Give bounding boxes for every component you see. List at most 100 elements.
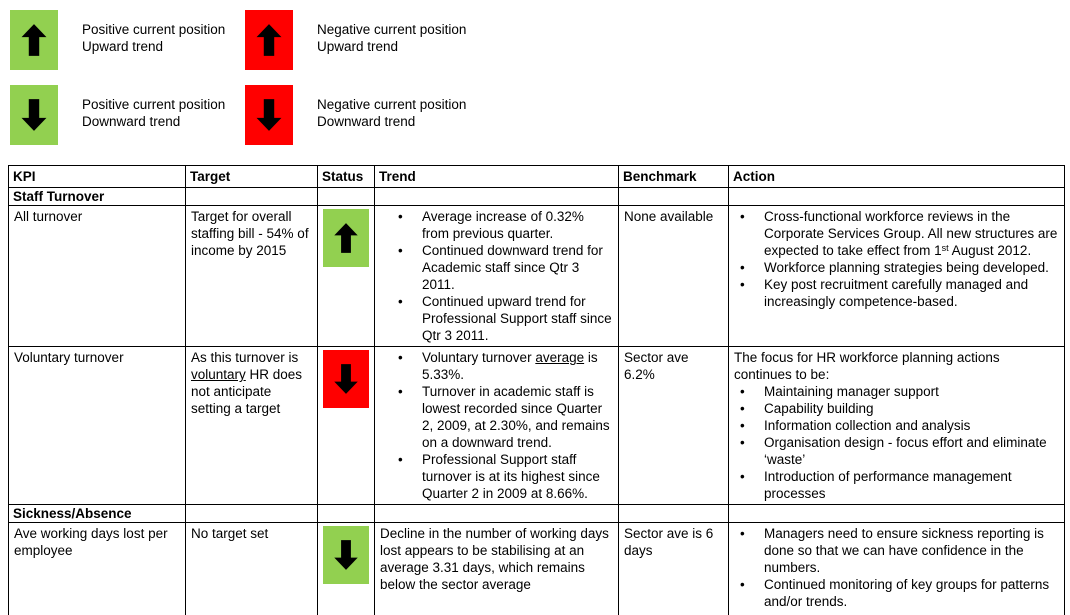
status-cell bbox=[317, 522, 375, 615]
list-item: Average increase of 0.32% from previous … bbox=[398, 208, 613, 242]
bullet-icon bbox=[740, 468, 764, 485]
up-arrow-icon bbox=[334, 223, 358, 253]
action-text: Maintaining manager support bbox=[764, 384, 939, 399]
action-cell: Managers need to ensure sickness reporti… bbox=[728, 522, 1065, 615]
text-part: As this turnover is bbox=[191, 350, 299, 365]
bullet-icon bbox=[740, 400, 764, 417]
bullet-icon bbox=[398, 383, 422, 400]
down-arrow-icon bbox=[256, 99, 282, 131]
list-item: Professional Support staff turnover is a… bbox=[398, 451, 613, 502]
list-item: Turnover in academic staff is lowest rec… bbox=[398, 383, 613, 451]
action-text: Workforce planning strategies being deve… bbox=[764, 260, 1049, 275]
legend-label: Negative current position Upward trend bbox=[317, 10, 466, 55]
table-row-working-days: Ave working days lost per employee No ta… bbox=[8, 522, 1065, 615]
legend-line2: Upward trend bbox=[317, 39, 399, 54]
trend-text: Continued upward trend for Professional … bbox=[422, 294, 612, 343]
target-cell: As this turnover is voluntary HR does no… bbox=[185, 346, 318, 505]
list-item: Continued downward trend for Academic st… bbox=[398, 242, 613, 293]
underlined-text: voluntary bbox=[191, 367, 246, 382]
down-arrow-icon bbox=[21, 99, 47, 131]
action-text: Key post recruitment carefully managed a… bbox=[764, 277, 1029, 309]
text-part: HR does not anticipate setting a target bbox=[191, 367, 303, 416]
status-down-green-icon bbox=[323, 526, 369, 584]
action-text: Managers need to ensure sickness reporti… bbox=[764, 526, 1044, 575]
list-item: Information collection and analysis bbox=[740, 417, 1059, 434]
empty-cell bbox=[618, 187, 729, 206]
legend-line2: Upward trend bbox=[82, 39, 164, 54]
red-box bbox=[245, 10, 293, 70]
action-text: Introduction of performance management p… bbox=[764, 469, 1012, 501]
legend-label: Positive current position Upward trend bbox=[82, 10, 225, 55]
list-item: Managers need to ensure sickness reporti… bbox=[740, 525, 1059, 576]
down-arrow-icon bbox=[334, 364, 358, 394]
bullet-icon bbox=[740, 259, 764, 276]
bullet-icon bbox=[398, 451, 422, 468]
empty-cell bbox=[374, 504, 619, 523]
action-text: Capability building bbox=[764, 401, 874, 416]
table-row-voluntary-turnover: Voluntary turnover As this turnover is v… bbox=[8, 346, 1065, 505]
superscript-text: st bbox=[941, 243, 949, 253]
column-header-kpi: KPI bbox=[8, 165, 186, 188]
column-header-status: Status bbox=[317, 165, 375, 188]
action-cell: The focus for HR workforce planning acti… bbox=[728, 346, 1065, 505]
legend-item-negative-downward: Negative current position Downward trend bbox=[245, 85, 466, 145]
text-part: Cross-functional workforce reviews in th… bbox=[764, 209, 1058, 258]
list-item: Continued upward trend for Professional … bbox=[398, 293, 613, 344]
bullet-icon bbox=[398, 293, 422, 310]
section-title: Staff Turnover bbox=[8, 187, 186, 206]
trend-cell: Decline in the number of working days lo… bbox=[374, 522, 619, 615]
empty-cell bbox=[728, 187, 1065, 206]
list-item: Continued monitoring of key groups for p… bbox=[740, 576, 1059, 610]
empty-cell bbox=[317, 504, 375, 523]
legend-line1: Negative current position bbox=[317, 22, 467, 37]
legend-line1: Positive current position bbox=[82, 22, 226, 37]
target-cell: No target set bbox=[185, 522, 318, 615]
legend-line1: Positive current position bbox=[82, 97, 226, 112]
red-box bbox=[245, 85, 293, 145]
status-cell bbox=[317, 346, 375, 505]
up-arrow-icon bbox=[256, 24, 282, 56]
table-header-row: KPI Target Status Trend Benchmark Action bbox=[8, 165, 1065, 188]
action-text: Organisation design - focus effort and e… bbox=[764, 435, 1047, 467]
action-text: Continued monitoring of key groups for p… bbox=[764, 577, 1050, 609]
list-item: Capability building bbox=[740, 400, 1059, 417]
underlined-text: average bbox=[535, 350, 585, 365]
bullet-icon bbox=[398, 349, 422, 366]
empty-cell bbox=[185, 504, 318, 523]
legend-item-positive-upward: Positive current position Upward trend bbox=[10, 10, 225, 70]
kpi-table: KPI Target Status Trend Benchmark Action… bbox=[8, 165, 1065, 615]
column-header-trend: Trend bbox=[374, 165, 619, 188]
section-row-staff-turnover: Staff Turnover bbox=[8, 187, 1065, 206]
status-up-green-icon bbox=[323, 209, 369, 267]
text-part: August 2012. bbox=[948, 243, 1032, 258]
legend-item-positive-downward: Positive current position Downward trend bbox=[10, 85, 225, 145]
action-text: Cross-functional workforce reviews in th… bbox=[764, 208, 1059, 259]
list-item: Voluntary turnover average is 5.33%. bbox=[398, 349, 613, 383]
trend-text: Turnover in academic staff is lowest rec… bbox=[422, 384, 610, 450]
text-part: Voluntary turnover bbox=[422, 350, 536, 365]
bullet-icon bbox=[740, 434, 764, 451]
trend-text: Voluntary turnover average is 5.33%. bbox=[422, 349, 613, 383]
bullet-icon bbox=[740, 208, 764, 225]
list-item: Organisation design - focus effort and e… bbox=[740, 434, 1059, 468]
text-part: is 5.33%. bbox=[422, 350, 598, 382]
green-box bbox=[10, 85, 58, 145]
kpi-cell: Ave working days lost per employee bbox=[8, 522, 186, 615]
list-item: Workforce planning strategies being deve… bbox=[740, 259, 1059, 276]
empty-cell bbox=[374, 187, 619, 206]
empty-cell bbox=[185, 187, 318, 206]
kpi-cell: Voluntary turnover bbox=[8, 346, 186, 505]
trend-text: Professional Support staff turnover is a… bbox=[422, 452, 600, 501]
column-header-benchmark: Benchmark bbox=[618, 165, 729, 188]
bullet-icon bbox=[740, 383, 764, 400]
legend-line2: Downward trend bbox=[82, 114, 181, 129]
benchmark-cell: None available bbox=[618, 205, 729, 347]
empty-cell bbox=[317, 187, 375, 206]
table-row-all-turnover: All turnover Target for overall staffing… bbox=[8, 205, 1065, 347]
section-title: Sickness/Absence bbox=[8, 504, 186, 523]
bullet-icon bbox=[740, 576, 764, 593]
legend-line1: Negative current position bbox=[317, 97, 467, 112]
list-item: Introduction of performance management p… bbox=[740, 468, 1059, 502]
status-cell bbox=[317, 205, 375, 347]
